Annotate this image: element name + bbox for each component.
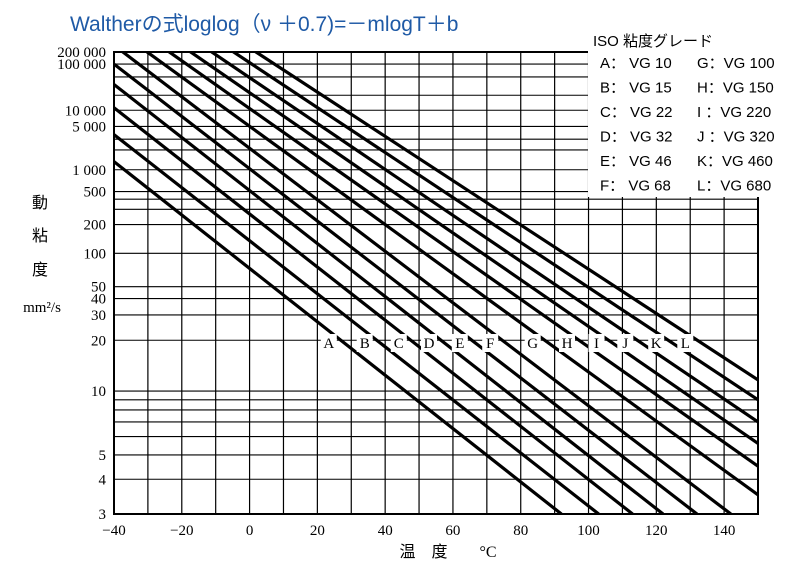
- series-line-c: [114, 106, 634, 514]
- series-line-k: [230, 52, 758, 402]
- curve-label-f: F: [486, 336, 494, 352]
- series-line-d: [114, 83, 665, 514]
- legend-item: D： VG 32: [600, 129, 673, 146]
- y-tick-label: 200 000: [57, 45, 106, 61]
- chart-title: Waltherの式loglog（ν ＋0.7)=－mlogT＋b: [70, 13, 458, 36]
- y-tick-label: 100: [84, 246, 107, 262]
- legend-item: K：VG 460: [697, 153, 773, 170]
- curve-label-bg: [677, 334, 694, 352]
- curve-label-bg: [588, 334, 605, 352]
- legend-item: L：VG 680: [697, 178, 771, 195]
- y-tick-label: 1 000: [72, 163, 106, 179]
- curve-label-d: D: [424, 336, 435, 352]
- plot-border: [113, 51, 759, 515]
- curve-label-i: I: [594, 336, 599, 352]
- legend-item: C： VG 22: [600, 104, 673, 121]
- y-axis-label: 動粘度 mm²/s: [23, 194, 61, 316]
- y-tick-label: 40: [91, 292, 106, 308]
- y-axis-label-char: 度: [32, 261, 48, 279]
- x-tick-label: 80: [513, 523, 528, 539]
- legend: ISO 粘度グレード A： VG 10 G：VG 100 B： VG 15 H：VG 1…: [588, 25, 775, 197]
- y-tick-label: 5: [99, 448, 107, 464]
- x-tick-label: 100: [577, 523, 600, 539]
- y-tick-label: 4: [99, 472, 107, 488]
- curve-label-e: E: [455, 336, 464, 352]
- y-tick-label: 10 000: [65, 103, 106, 119]
- legend-item: G：VG 100: [697, 55, 775, 72]
- curve-label-j: J: [622, 336, 628, 352]
- curve-label-bg: [451, 334, 468, 352]
- series-line-a: [114, 160, 563, 514]
- curve-label-bg: [524, 334, 541, 352]
- curve-label-bg: [482, 334, 499, 352]
- x-tick-label: 40: [378, 523, 393, 539]
- x-tick-label: 120: [645, 523, 668, 539]
- legend-item: J ：VG 320: [697, 129, 775, 146]
- curve-label-bg: [617, 334, 634, 352]
- series-line-l: [253, 52, 758, 382]
- y-tick-label: 20: [91, 333, 106, 349]
- x-tick-label: 20: [310, 523, 325, 539]
- curve-label-l: L: [681, 336, 690, 352]
- y-axis-label-char: 動: [32, 194, 48, 212]
- curve-label-g: G: [527, 336, 538, 352]
- y-tick-label: 50: [91, 280, 106, 296]
- y-tick-label: 10: [91, 384, 106, 400]
- x-tick-label: −20: [170, 523, 193, 539]
- x-tick-label: 0: [246, 523, 254, 539]
- legend-item: A： VG 10: [600, 55, 672, 72]
- y-axis-unit: mm²/s: [23, 300, 61, 316]
- x-axis-label: 温 度 °C: [399, 543, 496, 561]
- y-tick-label: 30: [91, 308, 106, 324]
- series-line-e: [114, 62, 698, 514]
- curve-label-c: C: [394, 336, 404, 352]
- x-tick-label: −40: [102, 523, 125, 539]
- curve-label-k: K: [651, 336, 662, 352]
- legend-item: H：VG 150: [697, 80, 774, 97]
- legend-item: I ：VG 220: [697, 104, 771, 121]
- curve-label-bg: [421, 334, 437, 352]
- curve-labels: A B C D E F G H I J K L: [320, 334, 694, 352]
- curve-label-bg: [320, 334, 337, 352]
- curve-label-bg: [390, 334, 407, 352]
- y-tick-label: 500: [84, 185, 107, 201]
- y-tick-label: 5 000: [72, 119, 106, 135]
- curve-label-a: A: [323, 336, 334, 352]
- curve-label-bg: [559, 334, 575, 352]
- y-tick-label: 100 000: [57, 57, 106, 73]
- series-line-g: [144, 52, 758, 497]
- curve-label-b: B: [360, 336, 370, 352]
- legend-item: F： VG 68: [600, 178, 671, 195]
- curve-label-h: H: [562, 336, 573, 352]
- legend-item: E： VG 46: [600, 153, 672, 170]
- plot-frame: [113, 51, 759, 515]
- y-tick-label: 200: [84, 218, 107, 234]
- x-tick-labels: −40 −20 0 20 40 60 80 100 120 140: [102, 523, 735, 539]
- legend-box: [588, 25, 760, 197]
- series-lines: [114, 52, 758, 514]
- curve-label-bg: [356, 334, 373, 352]
- x-tick-label: 140: [713, 523, 736, 539]
- y-axis-label-char: 粘: [32, 227, 48, 245]
- x-tick-label: 60: [445, 523, 460, 539]
- series-line-i: [187, 52, 758, 445]
- series-line-f: [120, 52, 732, 514]
- y-tick-label: 3: [99, 507, 107, 523]
- curve-label-bg: [648, 334, 665, 352]
- series-line-b: [114, 133, 600, 514]
- legend-item: B： VG 15: [600, 80, 672, 97]
- legend-title: ISO 粘度グレード: [593, 33, 713, 50]
- series-line-h: [166, 52, 758, 468]
